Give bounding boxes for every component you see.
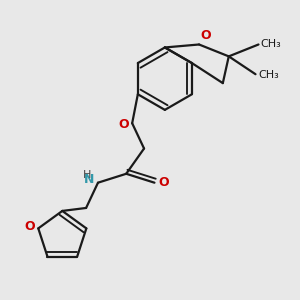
Text: N: N xyxy=(84,172,94,186)
Text: O: O xyxy=(158,176,169,189)
Text: H: H xyxy=(82,170,91,180)
Text: CH₃: CH₃ xyxy=(261,39,282,49)
Text: CH₃: CH₃ xyxy=(258,70,279,80)
Text: O: O xyxy=(24,220,35,233)
Text: O: O xyxy=(200,29,211,42)
Text: O: O xyxy=(118,118,129,130)
